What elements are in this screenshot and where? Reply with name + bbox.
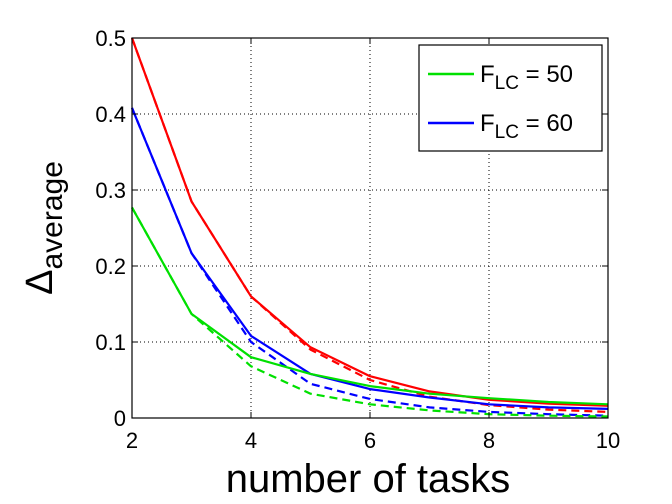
- y-axis-label-symbol: Δ: [19, 270, 61, 295]
- series-lines: [130, 37, 609, 418]
- y-tick-label: 0.2: [95, 254, 126, 279]
- y-axis-label-subscript: average: [36, 161, 69, 269]
- series-line-5-dashed: [131, 206, 609, 418]
- tick-labels: 2 4 6 8 10 0 0.1 0.2 0.3 0.4 0.5: [95, 26, 620, 453]
- legend-entry-flc-60: FLC = 60: [480, 110, 573, 143]
- y-tick-label: 0.4: [95, 102, 126, 127]
- legend-label-sub: LC: [495, 73, 519, 94]
- y-tick-label: 0.3: [95, 178, 126, 203]
- legend-label-main: F: [480, 61, 495, 88]
- x-tick-label: 2: [126, 428, 138, 453]
- legend-label-rest: = 60: [519, 110, 573, 137]
- y-tick-label: 0: [114, 406, 126, 431]
- y-axis-label-group: Δaverage: [19, 161, 69, 295]
- ticks: [131, 37, 609, 419]
- legend-label-main: F: [480, 110, 495, 137]
- legend-entry-flc-50: FLC = 50: [480, 61, 573, 94]
- legend-label-rest: = 50: [519, 61, 573, 88]
- x-axis-label: number of tasks: [226, 457, 511, 501]
- y-tick-label: 0.1: [95, 330, 126, 355]
- x-tick-label: 4: [245, 428, 257, 453]
- legend-box: [418, 44, 603, 152]
- x-tick-label: 6: [364, 428, 376, 453]
- legend-label-sub: LC: [495, 122, 519, 143]
- series-line-2-solid: [130, 107, 609, 410]
- series-line-4-solid: [131, 206, 609, 406]
- y-tick-label: 0.5: [95, 26, 126, 51]
- y-axis-label: Δaverage: [19, 161, 69, 295]
- x-tick-label: 8: [483, 428, 495, 453]
- legend: FLC = 50 FLC = 60: [418, 44, 603, 152]
- series-line-1-dashed: [130, 37, 609, 413]
- x-tick-label: 10: [596, 428, 620, 453]
